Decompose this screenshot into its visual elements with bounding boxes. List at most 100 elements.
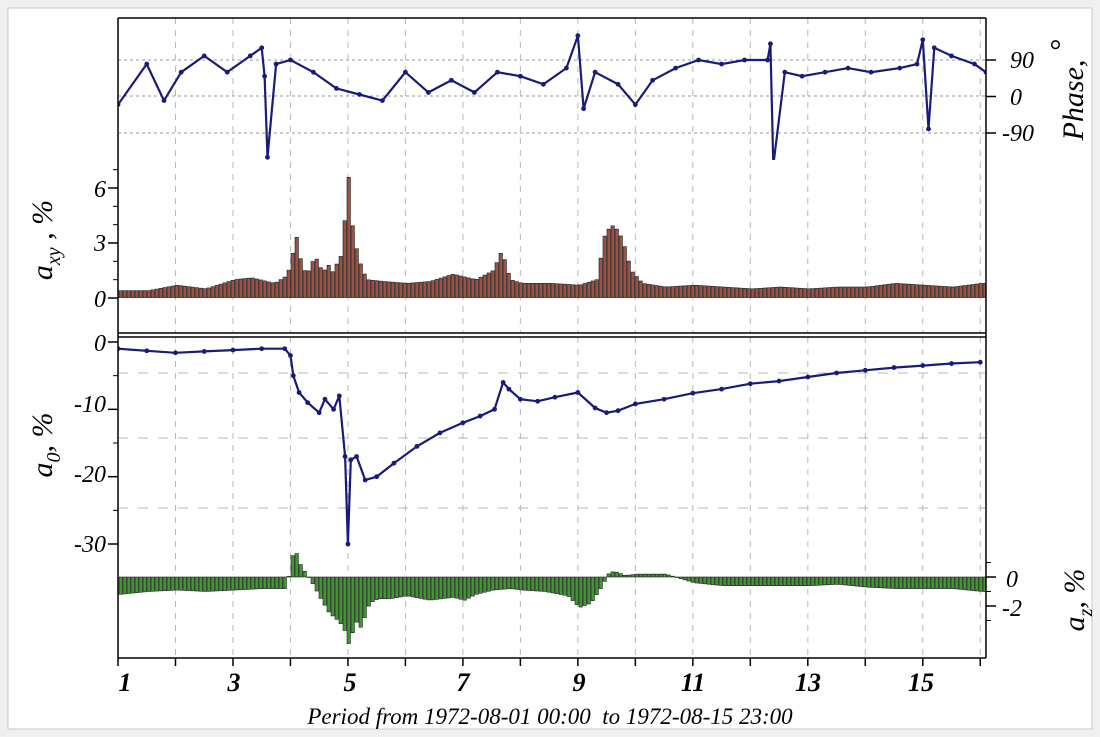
az-bar bbox=[350, 576, 355, 633]
phase-point bbox=[334, 85, 339, 91]
a0-point bbox=[920, 363, 926, 368]
az-bar bbox=[586, 576, 591, 605]
az-bar bbox=[762, 576, 767, 586]
az-bar bbox=[982, 576, 986, 592]
az-bar bbox=[926, 576, 931, 589]
axy-bar bbox=[186, 286, 191, 298]
axy-bar bbox=[598, 257, 603, 298]
az-bar bbox=[398, 576, 403, 598]
axy-bar bbox=[770, 287, 775, 298]
az-bar bbox=[358, 576, 363, 628]
a0-point bbox=[492, 406, 497, 412]
a0-point bbox=[391, 460, 397, 466]
axy-bar bbox=[734, 287, 739, 298]
axy-bar bbox=[546, 283, 551, 298]
az-bar bbox=[810, 576, 815, 586]
axy-bar bbox=[334, 263, 339, 298]
axy-bar bbox=[302, 270, 307, 298]
phase-line bbox=[118, 35, 986, 160]
az-bar bbox=[154, 576, 159, 592]
az-bar bbox=[338, 576, 343, 625]
x-tick-label: 7 bbox=[457, 668, 471, 697]
az-bar bbox=[622, 574, 627, 578]
axy-bar bbox=[410, 282, 415, 298]
az-bar bbox=[626, 574, 631, 578]
axy-bar bbox=[510, 280, 515, 298]
az-bar bbox=[930, 576, 935, 589]
a0-point bbox=[173, 350, 178, 356]
az-bar bbox=[942, 576, 947, 589]
az-bar bbox=[418, 576, 423, 599]
az-bar bbox=[474, 576, 479, 595]
axy-bar bbox=[782, 286, 787, 298]
az-bar bbox=[670, 575, 675, 578]
axy-bar bbox=[662, 286, 667, 298]
axy-bar bbox=[518, 282, 523, 298]
axy-bar bbox=[938, 285, 943, 298]
az-series bbox=[118, 553, 986, 644]
az-bar bbox=[690, 576, 695, 583]
az-bar bbox=[678, 576, 683, 579]
az-bar bbox=[490, 576, 495, 591]
axy-bar bbox=[446, 275, 451, 298]
axy-bar bbox=[550, 283, 555, 298]
phase-tick-label: -90 bbox=[1002, 121, 1034, 147]
az-bar bbox=[970, 576, 975, 591]
az-bar bbox=[182, 576, 187, 591]
axy-axis-title: axy , % bbox=[26, 200, 65, 280]
az-bar bbox=[978, 576, 983, 592]
az-bar bbox=[946, 576, 951, 589]
axy-bar bbox=[230, 279, 235, 298]
az-bar bbox=[570, 576, 575, 601]
axy-bar bbox=[898, 283, 903, 298]
az-bar bbox=[558, 576, 563, 595]
axy-bar bbox=[798, 287, 803, 298]
az-bar bbox=[410, 576, 415, 598]
az-bar bbox=[238, 576, 243, 591]
az-bar bbox=[222, 576, 227, 591]
az-bar bbox=[890, 576, 895, 589]
axy-bar bbox=[526, 283, 531, 298]
a0-point bbox=[288, 353, 293, 358]
a0-point bbox=[834, 370, 839, 376]
axy-bar bbox=[562, 283, 567, 298]
axy-bar bbox=[678, 285, 683, 298]
axy-bar bbox=[458, 275, 463, 298]
az-bar bbox=[466, 576, 471, 599]
axy-bar bbox=[366, 279, 371, 298]
az-bar bbox=[198, 576, 203, 592]
a0-point bbox=[460, 420, 466, 426]
axy-bar bbox=[622, 246, 627, 298]
axy-bar bbox=[422, 281, 427, 298]
az-bar bbox=[734, 576, 739, 586]
axy-bar bbox=[514, 281, 519, 298]
axy-bar bbox=[674, 286, 679, 298]
az-bar bbox=[534, 576, 539, 592]
axy-bar bbox=[138, 290, 143, 298]
phase-point bbox=[696, 57, 701, 63]
x-tick-label: 1 bbox=[119, 668, 132, 697]
az-bar bbox=[286, 576, 291, 578]
axy-bar bbox=[970, 284, 975, 298]
axy-bar bbox=[786, 287, 791, 298]
az-bar bbox=[322, 576, 327, 606]
a0-tick-label: 0 bbox=[94, 331, 106, 357]
axy-bar bbox=[842, 286, 847, 298]
axy-bar bbox=[618, 235, 623, 298]
axy-bar bbox=[310, 261, 315, 298]
plot-area bbox=[118, 18, 986, 658]
az-bar bbox=[518, 576, 523, 591]
series-layer bbox=[118, 33, 986, 644]
az-bar bbox=[578, 576, 583, 608]
phase-point bbox=[592, 69, 598, 75]
a0-point bbox=[201, 349, 207, 354]
a0-point bbox=[477, 413, 483, 419]
phase-point bbox=[581, 106, 587, 112]
phase-point bbox=[799, 73, 805, 79]
az-bar bbox=[510, 576, 515, 590]
phase-point bbox=[914, 61, 920, 67]
axy-bar bbox=[454, 274, 459, 298]
axy-bar bbox=[714, 286, 719, 298]
az-bar bbox=[606, 573, 611, 578]
